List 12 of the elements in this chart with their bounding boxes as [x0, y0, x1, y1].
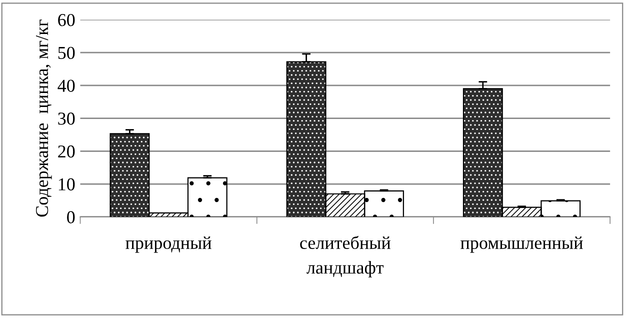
y-tick-label: 20 [58, 145, 75, 158]
x-tick-label: промышленный [460, 236, 583, 253]
x-tick-label: природный [126, 236, 212, 253]
y-tick-label: 40 [58, 80, 75, 92]
y-tick-label: 60 [58, 14, 75, 26]
y-tick-label: 0 [67, 211, 75, 224]
y-tick-label: 50 [58, 46, 75, 60]
x-tick-label: селитебный [300, 236, 390, 250]
y-tick-label: 10 [58, 178, 75, 190]
x-axis-title: ландшафт [306, 261, 384, 278]
y-axis-title: Содержание цинка, мг/кг [36, 20, 52, 217]
y-tick-label: 30 [58, 112, 75, 125]
